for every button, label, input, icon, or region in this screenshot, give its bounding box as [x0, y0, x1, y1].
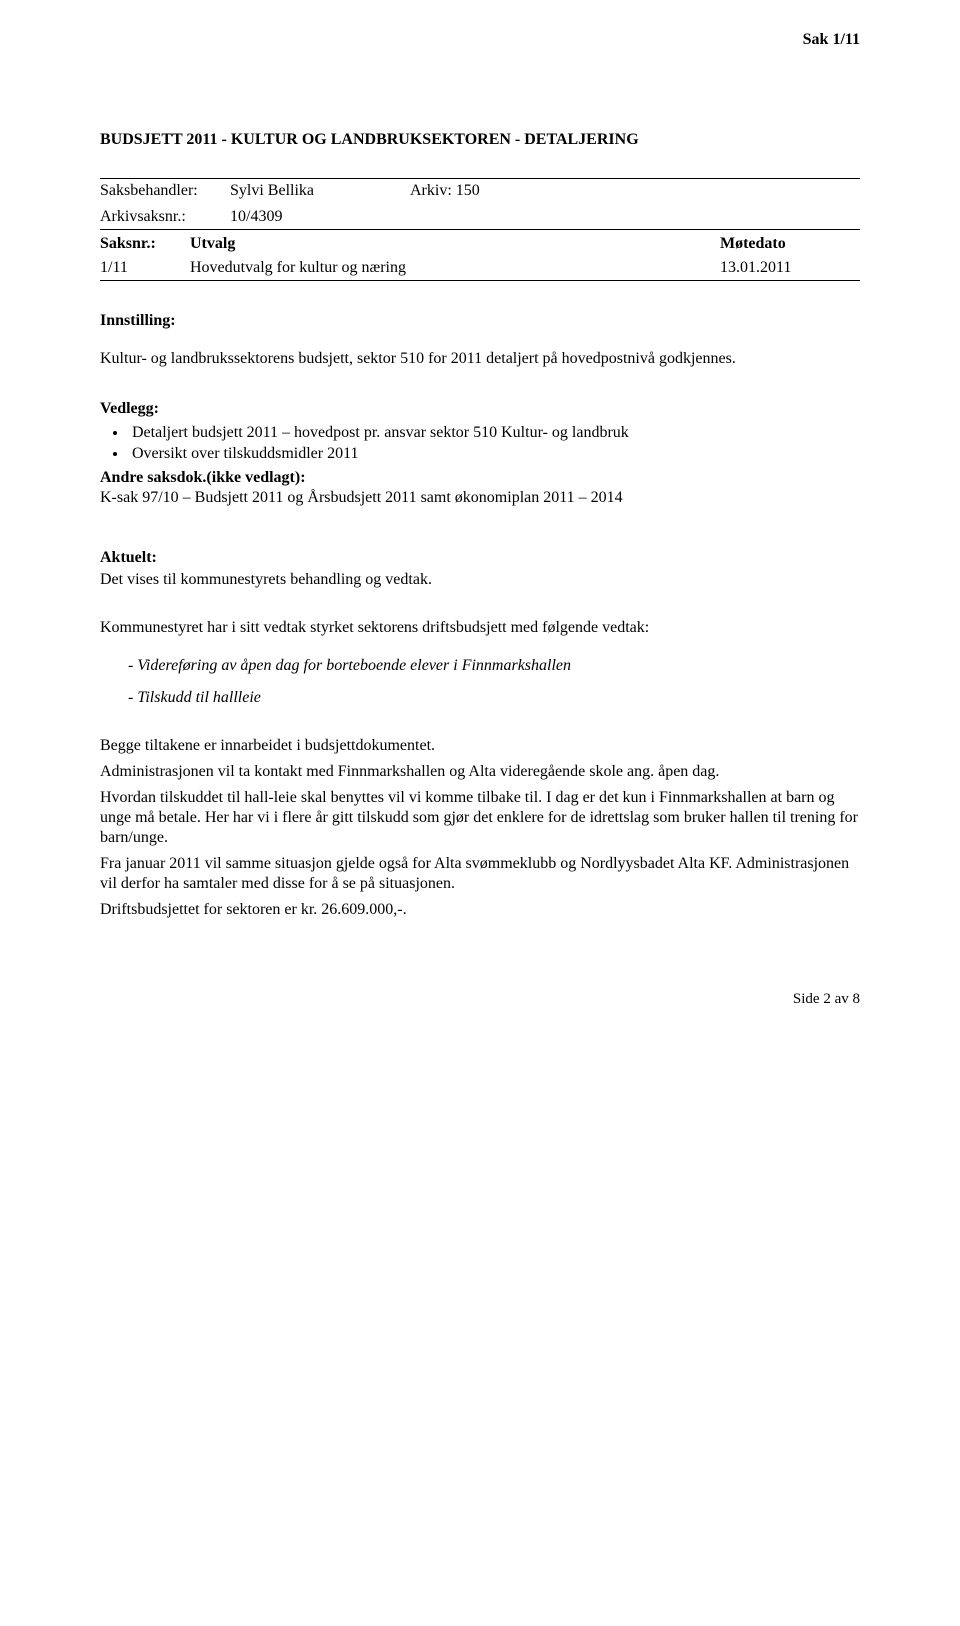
body-para-5: Driftsbudsjettet for sektoren er kr. 26.…	[100, 900, 860, 920]
meeting-table: Saksnr.: Utvalg Møtedato 1/11 Hovedutval…	[100, 232, 860, 280]
meeting-header-utvalg: Utvalg	[190, 232, 720, 256]
vedlegg-label: Vedlegg:	[100, 399, 860, 419]
aktuelt-line: Det vises til kommunestyrets behandling …	[100, 570, 860, 590]
meta-table-2: Arkivsaksnr.: 10/4309	[100, 205, 860, 229]
saksbehandler-label: Saksbehandler:	[100, 179, 230, 203]
meeting-row-motedato: 13.01.2011	[720, 256, 860, 280]
saksbehandler-value: Sylvi Bellika	[230, 179, 410, 203]
innstilling-text: Kultur- og landbrukssektorens budsjett, …	[100, 349, 860, 369]
vedtak-list: - Videreføring av åpen dag for borteboen…	[128, 656, 860, 708]
arkivsaksnr-label: Arkivsaksnr.:	[100, 205, 230, 229]
divider-mid	[100, 229, 860, 230]
vedtak-item: - Videreføring av åpen dag for borteboen…	[128, 656, 860, 676]
body-para-1: Begge tiltakene er innarbeidet i budsjet…	[100, 736, 860, 756]
arkiv-label: Arkiv: 150	[410, 179, 860, 203]
vedlegg-list: Detaljert budsjett 2011 – hovedpost pr. …	[128, 423, 860, 464]
meeting-row-saksnr: 1/11	[100, 256, 190, 280]
page-footer: Side 2 av 8	[100, 990, 860, 1009]
meeting-header-motedato: Møtedato	[720, 232, 860, 256]
vedtak-item: - Tilskudd til hallleie	[128, 688, 860, 708]
aktuelt-intro: Kommunestyret har i sitt vedtak styrket …	[100, 618, 860, 638]
meta-table: Saksbehandler: Sylvi Bellika Arkiv: 150	[100, 179, 860, 203]
vedlegg-item: Oversikt over tilskuddsmidler 2011	[128, 444, 860, 464]
arkivsaksnr-value: 10/4309	[230, 205, 860, 229]
andre-saksdok-label: Andre saksdok.(ikke vedlagt):	[100, 468, 860, 488]
aktuelt-label: Aktuelt:	[100, 548, 860, 568]
page-header-sak: Sak 1/11	[100, 30, 860, 50]
andre-saksdok-text: K-sak 97/10 – Budsjett 2011 og Årsbudsje…	[100, 488, 860, 508]
meeting-row-utvalg: Hovedutvalg for kultur og næring	[190, 256, 720, 280]
innstilling-label: Innstilling:	[100, 311, 860, 331]
meeting-header-saksnr: Saksnr.:	[100, 232, 190, 256]
body-para-2: Administrasjonen vil ta kontakt med Finn…	[100, 762, 860, 782]
divider-bottom	[100, 280, 860, 281]
body-para-4: Fra januar 2011 vil samme situasjon gjel…	[100, 854, 860, 894]
body-para-3: Hvordan tilskuddet til hall-leie skal be…	[100, 788, 860, 848]
page-title: BUDSJETT 2011 - KULTUR OG LANDBRUKSEKTOR…	[100, 130, 860, 150]
vedlegg-item: Detaljert budsjett 2011 – hovedpost pr. …	[128, 423, 860, 443]
